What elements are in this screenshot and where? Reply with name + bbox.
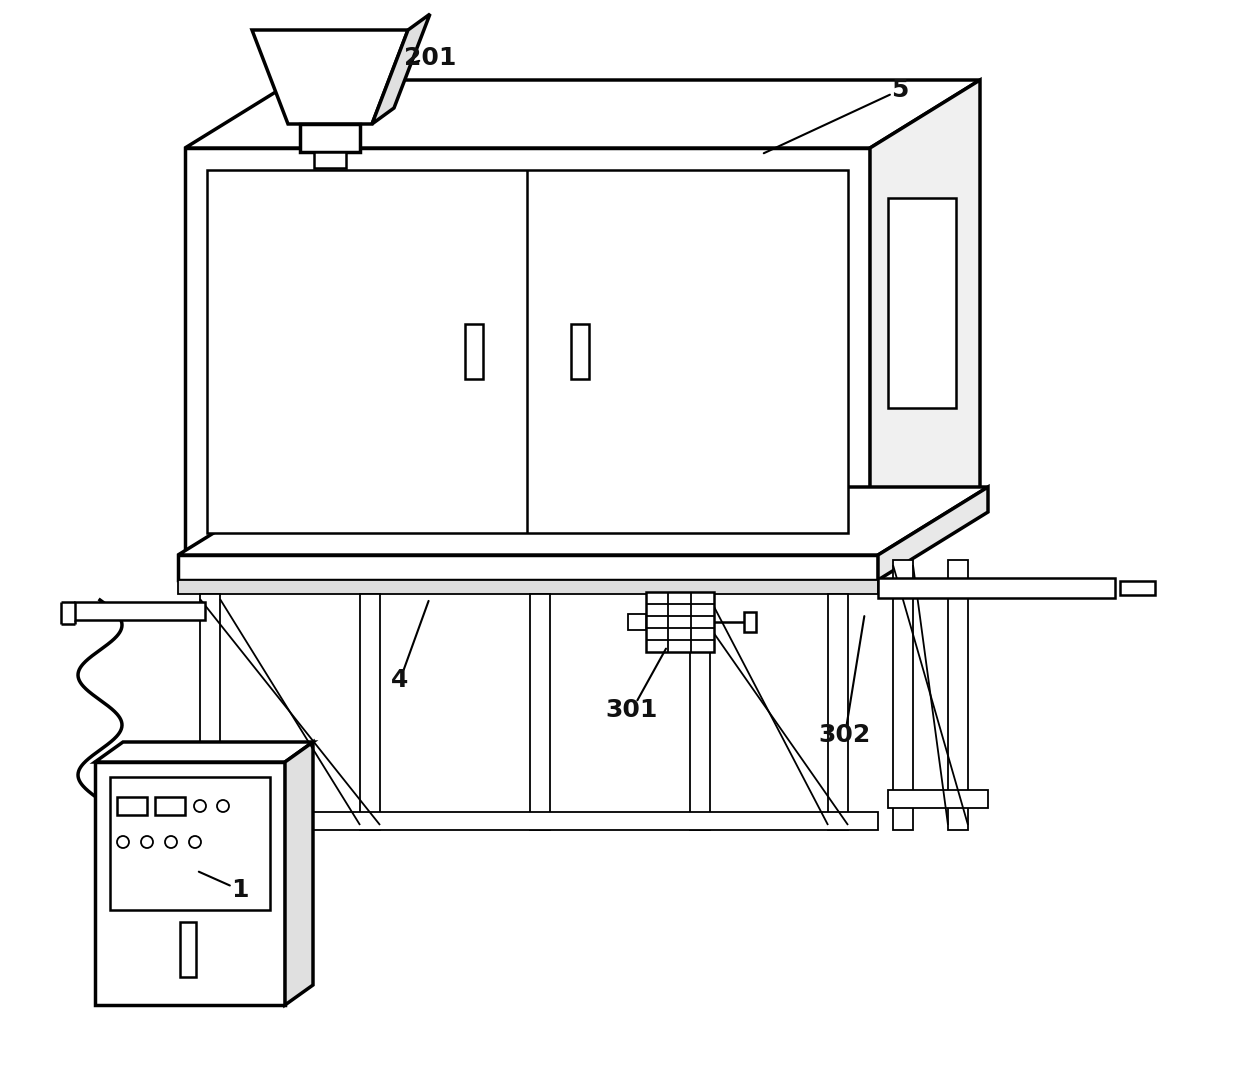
- Polygon shape: [372, 14, 430, 124]
- Polygon shape: [285, 742, 312, 1005]
- Bar: [155, 797, 185, 815]
- Text: 5: 5: [892, 78, 909, 102]
- Bar: [689, 594, 711, 830]
- Text: 1: 1: [231, 878, 249, 902]
- Polygon shape: [95, 742, 312, 762]
- Polygon shape: [870, 80, 980, 555]
- Bar: [179, 812, 878, 830]
- Polygon shape: [252, 30, 408, 124]
- Text: 4: 4: [392, 668, 409, 692]
- Text: 301: 301: [606, 698, 658, 722]
- Circle shape: [117, 836, 129, 848]
- Bar: [207, 170, 848, 533]
- Bar: [110, 777, 270, 910]
- Bar: [529, 594, 551, 830]
- Bar: [893, 560, 913, 830]
- Bar: [888, 198, 956, 408]
- Bar: [300, 124, 360, 151]
- Bar: [949, 560, 968, 830]
- Bar: [360, 594, 379, 830]
- Bar: [570, 324, 589, 379]
- Bar: [465, 324, 484, 379]
- Bar: [117, 797, 148, 815]
- Bar: [1120, 581, 1154, 595]
- Bar: [179, 580, 878, 594]
- Bar: [95, 762, 285, 1005]
- Text: 201: 201: [404, 47, 456, 70]
- Circle shape: [193, 800, 206, 812]
- Circle shape: [141, 836, 153, 848]
- Bar: [878, 578, 1115, 598]
- Circle shape: [165, 836, 177, 848]
- Polygon shape: [878, 487, 988, 580]
- Circle shape: [188, 836, 201, 848]
- Bar: [314, 151, 346, 168]
- Bar: [200, 594, 219, 830]
- Bar: [180, 922, 196, 977]
- Bar: [744, 612, 756, 632]
- Bar: [179, 555, 878, 580]
- Bar: [888, 790, 988, 808]
- Bar: [627, 613, 646, 630]
- Polygon shape: [179, 487, 988, 555]
- Polygon shape: [185, 80, 980, 148]
- Text: 302: 302: [818, 723, 872, 747]
- Circle shape: [217, 800, 229, 812]
- Bar: [74, 602, 205, 620]
- Bar: [828, 594, 848, 830]
- Bar: [185, 148, 870, 555]
- Bar: [646, 592, 714, 652]
